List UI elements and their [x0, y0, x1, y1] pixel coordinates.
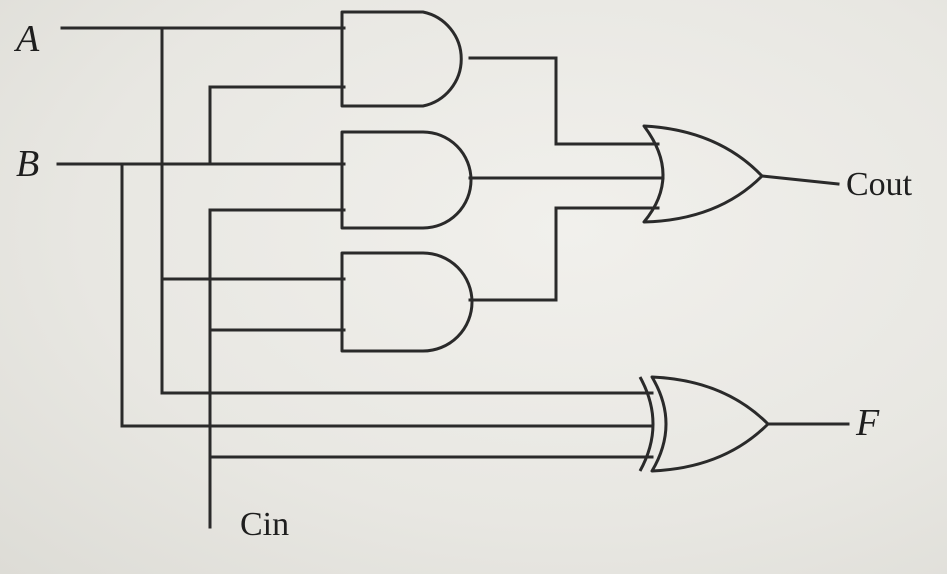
label-input-b: B — [16, 143, 40, 185]
wire-b-to-and1 — [208, 85, 346, 166]
xor-gate — [638, 375, 770, 473]
label-input-a: A — [16, 18, 40, 60]
input-wires — [56, 26, 654, 529]
wire-cout-out — [760, 174, 840, 186]
and-to-or-wires — [468, 56, 665, 302]
or-gate — [642, 124, 764, 224]
wire-and3-out — [468, 206, 660, 302]
label-output-f: F — [856, 402, 880, 444]
and-gate-2 — [340, 130, 473, 230]
wire-b-bus — [120, 162, 654, 428]
wire-and1-out — [468, 56, 660, 146]
and-gate-1 — [340, 10, 463, 108]
label-input-cin: Cin — [240, 506, 290, 543]
label-output-cout: Cout — [846, 166, 913, 203]
and-gate-3 — [340, 251, 474, 353]
